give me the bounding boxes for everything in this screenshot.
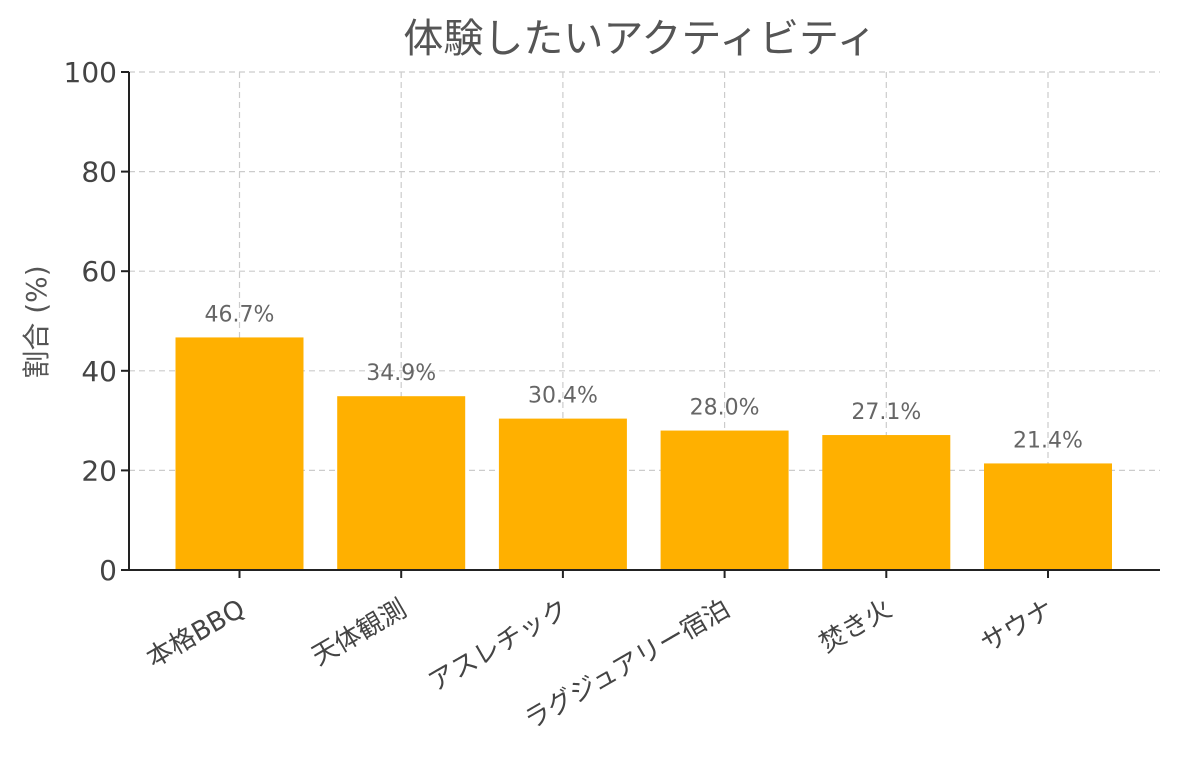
- bar: [498, 418, 627, 570]
- x-tick-label: 天体観測: [307, 594, 412, 672]
- y-ticks: 0 20 40 60 80 100: [64, 56, 129, 587]
- bar: [660, 430, 789, 570]
- data-labels: 46.7% 34.9% 30.4% 28.0% 27.1% 21.4%: [205, 302, 1083, 453]
- y-tick-label: 0: [99, 554, 117, 587]
- axes: [128, 72, 1160, 571]
- y-tick-label: 60: [81, 255, 117, 288]
- x-tick-label: サウナ: [976, 594, 1059, 659]
- x-tick-label: アスレチック: [423, 594, 573, 698]
- x-tick-label: 本格BBQ: [142, 594, 251, 674]
- x-tick-label: 焚き火: [814, 594, 897, 659]
- y-tick-label: 20: [81, 454, 117, 487]
- bar: [337, 396, 466, 570]
- bar: [984, 463, 1112, 570]
- bar-value-label: 21.4%: [1013, 428, 1083, 453]
- bar-value-label: 28.0%: [690, 396, 760, 421]
- bar-value-label: 46.7%: [205, 302, 275, 327]
- y-tick-label: 100: [64, 56, 117, 89]
- bar-value-label: 27.1%: [851, 400, 921, 425]
- y-axis-label: 割合 (%): [20, 265, 53, 378]
- bar-value-label: 34.9%: [366, 361, 436, 386]
- bar: [822, 435, 951, 570]
- y-tick-label: 40: [81, 355, 117, 388]
- bars: [175, 337, 1112, 570]
- y-tick-label: 80: [81, 156, 117, 189]
- bar: [175, 337, 304, 570]
- chart-title: 体験したいアクティビティ: [403, 16, 876, 62]
- bar-value-label: 30.4%: [528, 384, 598, 409]
